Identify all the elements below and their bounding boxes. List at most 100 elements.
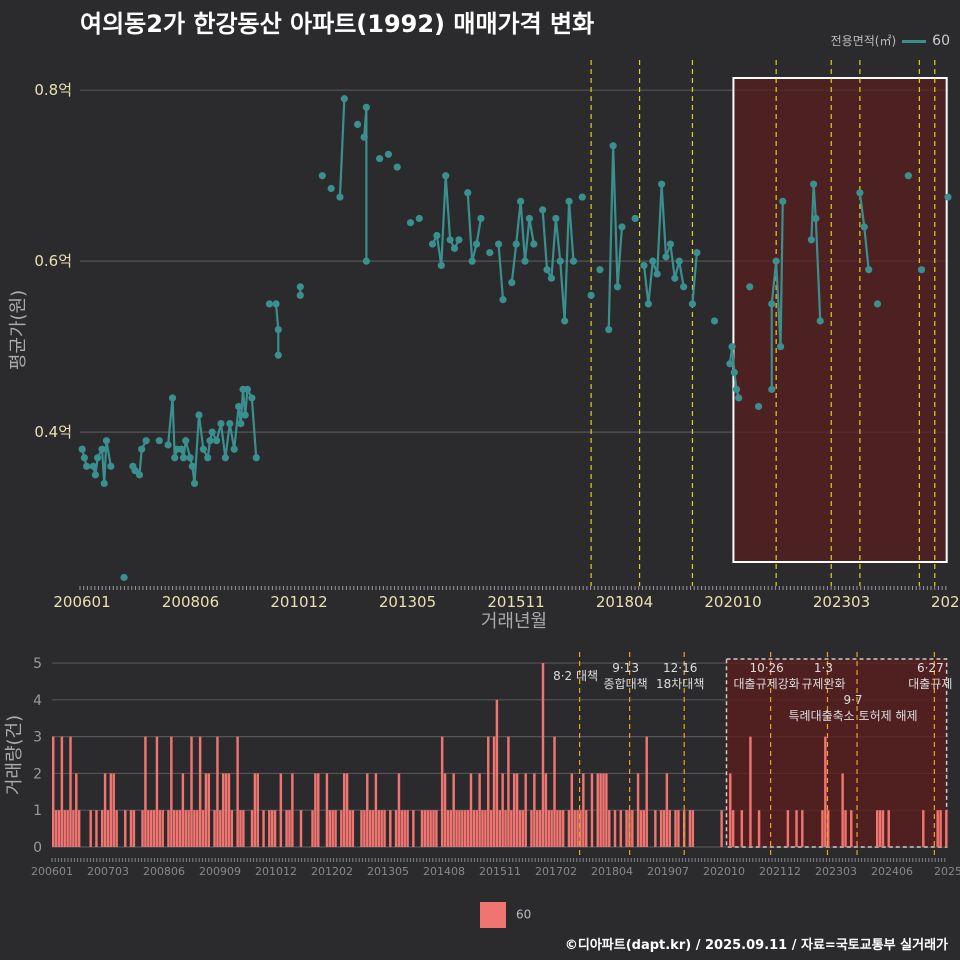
- volume-bar: [639, 810, 643, 847]
- price-series-line: [250, 397, 258, 458]
- volume-bar: [363, 810, 366, 847]
- volume-bar: [850, 810, 853, 847]
- price-point: [237, 419, 245, 428]
- volume-bar: [559, 810, 562, 847]
- volume-bar: [63, 810, 66, 847]
- volume-bar: [887, 810, 890, 847]
- price-point: [779, 197, 787, 205]
- price-series-line: [616, 226, 624, 287]
- volume-bar: [547, 810, 550, 847]
- volume-bar: [533, 773, 536, 847]
- price-point: [318, 172, 326, 180]
- volume-bar: [501, 773, 504, 847]
- price-series-line: [612, 145, 619, 287]
- price-point: [94, 454, 102, 462]
- price-series-line: [233, 406, 240, 450]
- price-series-line: [660, 184, 668, 257]
- volume-bar: [106, 810, 110, 847]
- volume-bar: [579, 810, 582, 847]
- price-series-line: [550, 218, 557, 279]
- volume-bar: [250, 810, 254, 847]
- price-point: [754, 402, 763, 411]
- price-point: [596, 266, 604, 274]
- price-point: [464, 189, 472, 197]
- price-point: [204, 454, 212, 462]
- volume-bar: [636, 773, 640, 847]
- volume-bar: [757, 810, 761, 847]
- volume-bar: [510, 810, 513, 847]
- price-series-line: [440, 175, 447, 266]
- price-point: [865, 266, 873, 274]
- price-point: [605, 325, 613, 334]
- price-point: [91, 471, 100, 479]
- volume-bar: [642, 810, 646, 847]
- volume-bar: [420, 810, 424, 847]
- volume-bar: [89, 810, 92, 847]
- volume-bar: [495, 699, 499, 847]
- price-point: [671, 274, 679, 282]
- volume-x-tick: 201202: [311, 865, 353, 878]
- price-point: [644, 300, 652, 308]
- volume-bar: [230, 810, 234, 847]
- price-point: [336, 193, 344, 201]
- price-x-tick: 201804: [596, 593, 653, 611]
- price-series-line: [519, 201, 527, 262]
- volume-x-tick: 202112: [759, 865, 801, 878]
- price-x-tick: 201012: [270, 593, 327, 611]
- volume-bar: [77, 810, 81, 847]
- price-point: [944, 193, 952, 201]
- volume-bar: [342, 773, 346, 847]
- chart-title: 여의동2가 한강동산 아파트(1992) 매매가격 변화: [80, 10, 595, 38]
- price-point: [186, 454, 194, 462]
- volume-bar: [625, 810, 628, 847]
- volume-bar: [576, 810, 579, 847]
- volume-bar: [674, 810, 677, 847]
- legend-bar-label: 60: [516, 907, 532, 922]
- price-point: [450, 244, 459, 252]
- price-series-line: [444, 175, 452, 240]
- price-series-line: [731, 346, 736, 373]
- price-point: [508, 278, 516, 287]
- price-point: [517, 197, 525, 205]
- price-point: [100, 479, 108, 488]
- volume-bar: [458, 810, 461, 847]
- volume-x-tick: 201804: [591, 865, 633, 878]
- volume-bar: [844, 810, 847, 847]
- volume-bar: [57, 810, 61, 847]
- price-point: [171, 454, 179, 462]
- volume-y-tick: 0: [33, 840, 42, 856]
- volume-bar: [268, 810, 271, 847]
- volume-bar: [512, 773, 516, 847]
- volume-bar: [325, 773, 329, 847]
- price-point: [609, 142, 617, 150]
- price-x-tick: 202010: [704, 593, 761, 611]
- price-point: [578, 193, 586, 201]
- volume-y-tick: 2: [33, 766, 42, 782]
- price-point: [613, 283, 622, 291]
- price-series-line: [193, 414, 201, 484]
- volume-bar: [786, 810, 790, 847]
- price-point: [340, 95, 348, 103]
- price-point: [675, 257, 683, 265]
- price-point: [98, 445, 106, 453]
- price-x-tick: 201305: [379, 593, 436, 611]
- price-point: [472, 240, 481, 248]
- price-point: [446, 236, 454, 244]
- price-point: [272, 300, 280, 308]
- volume-bar: [291, 773, 294, 847]
- price-x-tick: 201511: [487, 593, 544, 611]
- price-point: [810, 180, 818, 188]
- volume-bar: [452, 773, 455, 847]
- price-point: [561, 317, 569, 325]
- volume-bar: [299, 810, 303, 847]
- volume-bar: [875, 810, 879, 847]
- volume-bar: [841, 773, 844, 847]
- price-point: [353, 120, 362, 128]
- price-point: [917, 266, 926, 274]
- price-point: [543, 266, 551, 274]
- volume-bar: [945, 810, 948, 847]
- price-point: [248, 394, 256, 402]
- price-series-line: [510, 243, 518, 283]
- volume-bar: [366, 773, 369, 847]
- volume-bar: [596, 773, 599, 847]
